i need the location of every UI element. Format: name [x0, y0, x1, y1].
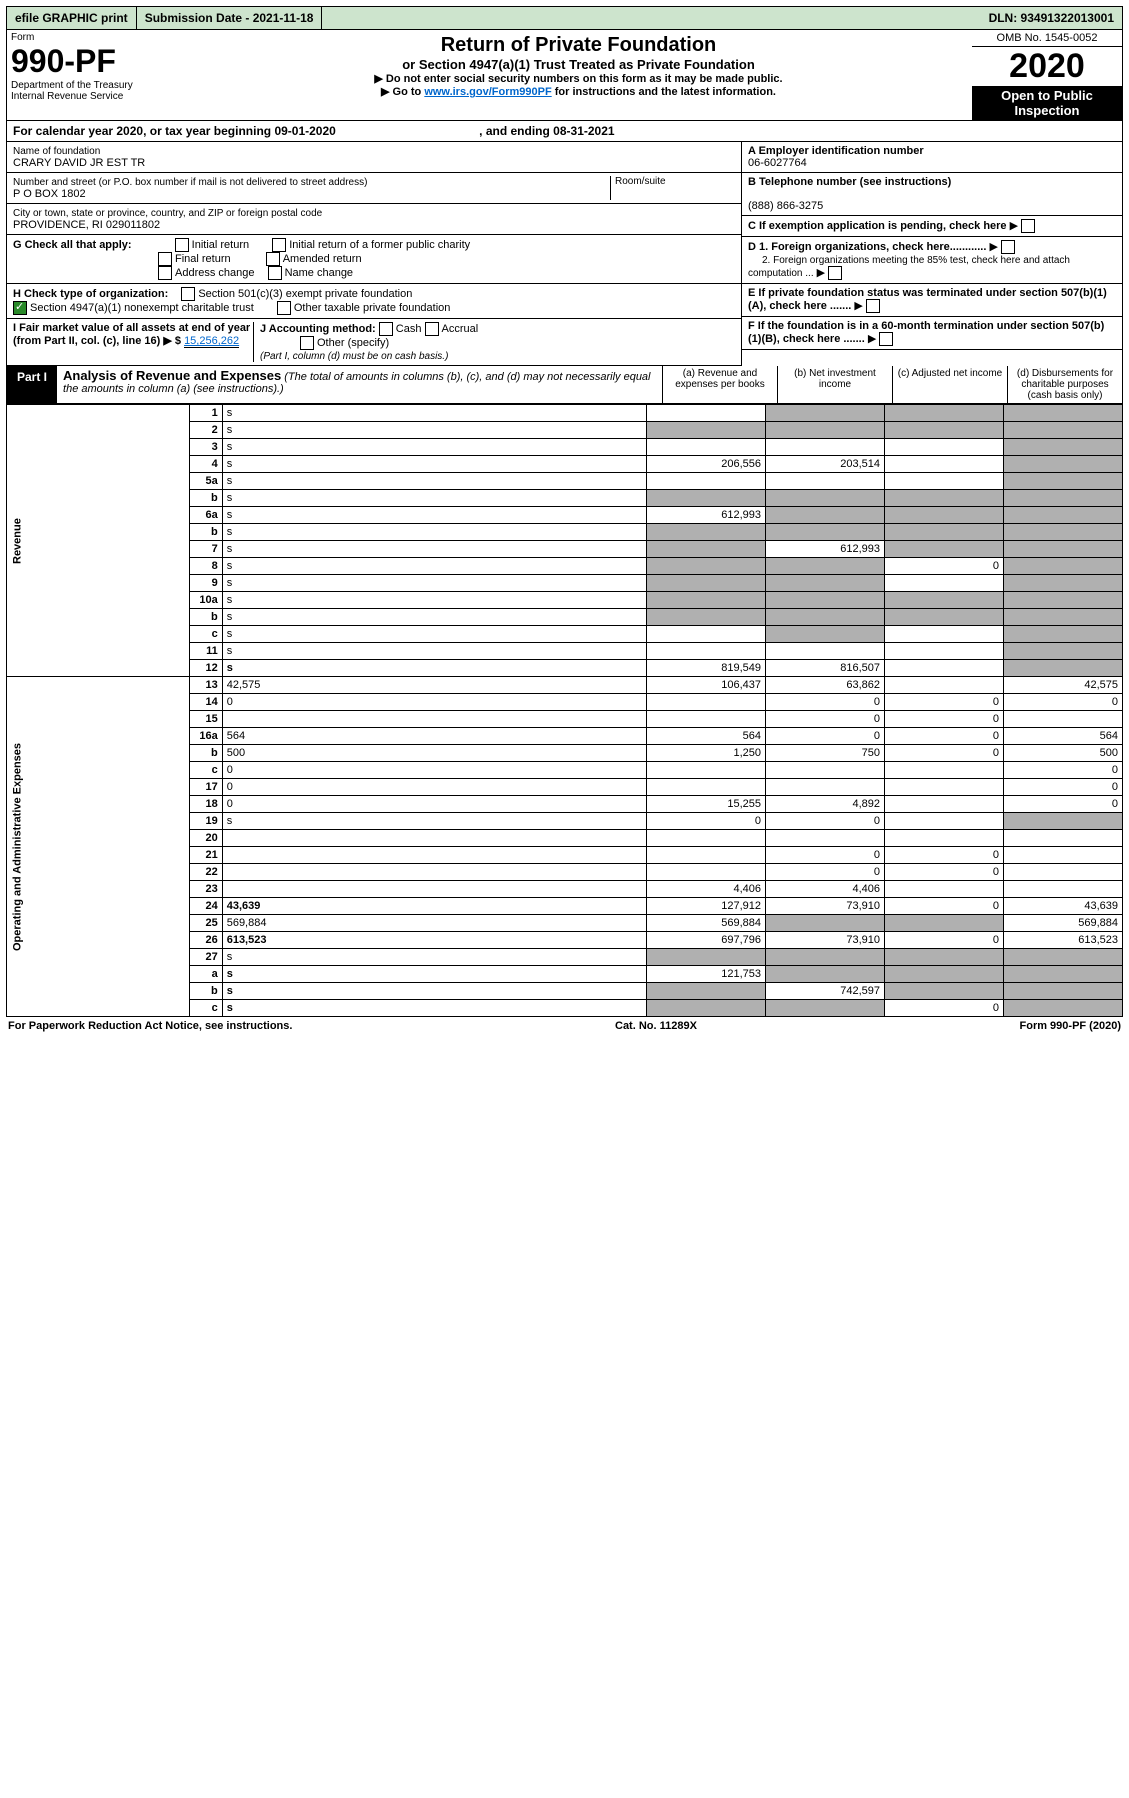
pending-checkbox[interactable] [1021, 219, 1035, 233]
form-title-block: Return of Private Foundation or Section … [185, 30, 972, 121]
note-ssn: ▶ Do not enter social security numbers o… [189, 72, 968, 85]
part1-table: Revenue1s2s3s4s206,556203,5145asbs6as612… [6, 404, 1123, 1017]
form990pf-link[interactable]: www.irs.gov/Form990PF [424, 86, 551, 98]
initial-return-checkbox[interactable] [175, 238, 189, 252]
address-cell: Number and street (or P.O. box number if… [7, 173, 741, 204]
cash-checkbox[interactable] [379, 322, 393, 336]
submission-date: Submission Date - 2021-11-18 [137, 7, 323, 29]
paperwork-notice: For Paperwork Reduction Act Notice, see … [8, 1020, 292, 1032]
i-j-row: I Fair market value of all assets at end… [7, 319, 741, 366]
foundation-name-cell: Name of foundation CRARY DAVID JR EST TR [7, 142, 741, 173]
ein-cell: A Employer identification number06-60277… [742, 142, 1122, 173]
g-check-row: G Check all that apply: Initial return I… [7, 235, 741, 284]
name-change-checkbox[interactable] [268, 266, 282, 280]
form-label: Form [11, 32, 181, 43]
foreign-checkbox[interactable] [1001, 240, 1015, 254]
dept-treasury: Department of the Treasury [11, 80, 181, 91]
other-taxable-checkbox[interactable] [277, 301, 291, 315]
form-title: Return of Private Foundation [189, 34, 968, 57]
part1-desc: Analysis of Revenue and Expenses (The to… [57, 366, 662, 403]
terminated-checkbox[interactable] [866, 299, 880, 313]
table-row: Revenue1s [7, 405, 1123, 422]
expenses-side-label: Operating and Administrative Expenses [7, 677, 190, 1017]
60month-checkbox[interactable] [879, 332, 893, 346]
open-inspection: Open to Public Inspection [972, 86, 1122, 120]
e-terminated-cell: E If private foundation status was termi… [742, 284, 1122, 317]
top-bar: efile GRAPHIC print Submission Date - 20… [6, 6, 1123, 30]
col-b-header: (b) Net investment income [777, 366, 892, 403]
amended-return-checkbox[interactable] [266, 252, 280, 266]
note-link: ▶ Go to www.irs.gov/Form990PF for instru… [189, 85, 968, 98]
form-left-block: Form 990-PF Department of the Treasury I… [6, 30, 185, 121]
c-pending-cell: C If exemption application is pending, c… [742, 216, 1122, 237]
cat-no: Cat. No. 11289X [615, 1020, 697, 1032]
initial-former-checkbox[interactable] [272, 238, 286, 252]
entity-info: Name of foundation CRARY DAVID JR EST TR… [6, 142, 1123, 366]
form-subtitle: or Section 4947(a)(1) Trust Treated as P… [189, 57, 968, 72]
foreign85-checkbox[interactable] [828, 266, 842, 280]
other-method-checkbox[interactable] [300, 336, 314, 350]
col-d-header: (d) Disbursements for charitable purpose… [1007, 366, 1122, 403]
address-change-checkbox[interactable] [158, 266, 172, 280]
dln: DLN: 93491322013001 [981, 7, 1122, 29]
page-footer: For Paperwork Reduction Act Notice, see … [6, 1017, 1123, 1035]
city-cell: City or town, state or province, country… [7, 204, 741, 235]
calendar-year-row: For calendar year 2020, or tax year begi… [6, 121, 1123, 142]
revenue-side-label: Revenue [7, 405, 190, 677]
part1-header: Part I Analysis of Revenue and Expenses … [6, 366, 1123, 404]
phone-cell: B Telephone number (see instructions)(88… [742, 173, 1122, 216]
4947a1-checkbox[interactable] [13, 301, 27, 315]
f-60month-cell: F If the foundation is in a 60-month ter… [742, 317, 1122, 350]
table-row: Operating and Administrative Expenses134… [7, 677, 1123, 694]
h-check-row: H Check type of organization: Section 50… [7, 284, 741, 319]
fmv-link[interactable]: 15,256,262 [184, 335, 239, 348]
omb-number: OMB No. 1545-0052 [972, 30, 1122, 47]
col-c-header: (c) Adjusted net income [892, 366, 1007, 403]
efile-label: efile GRAPHIC print [7, 7, 137, 29]
form-footer: Form 990-PF (2020) [1020, 1020, 1121, 1032]
part1-tag: Part I [7, 366, 57, 403]
form-right-block: OMB No. 1545-0052 2020 Open to Public In… [972, 30, 1123, 121]
tax-year: 2020 [972, 47, 1122, 86]
irs: Internal Revenue Service [11, 91, 181, 102]
accrual-checkbox[interactable] [425, 322, 439, 336]
form-number: 990-PF [11, 43, 181, 80]
col-a-header: (a) Revenue and expenses per books [662, 366, 777, 403]
final-return-checkbox[interactable] [158, 252, 172, 266]
501c3-checkbox[interactable] [181, 287, 195, 301]
d-foreign-cell: D 1. Foreign organizations, check here..… [742, 237, 1122, 284]
